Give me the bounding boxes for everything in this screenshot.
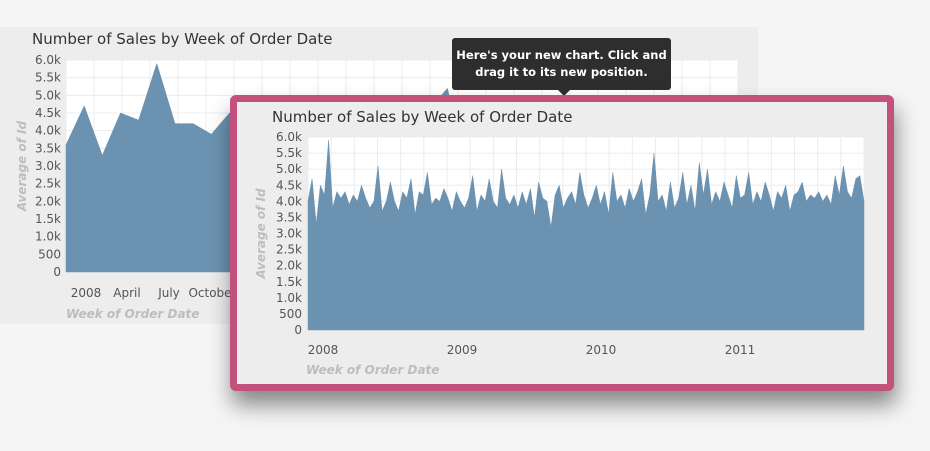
x-tick-label: 2011	[725, 343, 756, 357]
tooltip-line-1: Here's your new chart. Click and	[456, 48, 667, 62]
tooltip-arrow	[558, 90, 570, 96]
y-tick-label: 5.0k	[35, 88, 61, 102]
y-tick-label: 2.0k	[35, 194, 61, 208]
y-tick-label: 500	[279, 307, 302, 321]
new-chart-plot: 6.0k 5.5k 5.0k 4.5k 4.0k 3.5k 3.0k 2.5k 2.0k 1.5k…	[254, 130, 865, 377]
area-series	[307, 140, 865, 331]
x-tick-label: April	[113, 286, 140, 300]
x-tick-label: 2010	[586, 343, 617, 357]
y-tick-label: 3.0k	[35, 159, 61, 173]
tooltip: Here's your new chart. Click and drag it…	[452, 38, 671, 90]
y-tick-label: 4.0k	[276, 194, 302, 208]
x-axis-title: Week of Order Date	[306, 363, 439, 377]
y-tick-label: 5.0k	[276, 162, 302, 176]
x-axis-title: Week of Order Date	[66, 307, 199, 321]
x-tick-label: July	[157, 286, 180, 300]
y-tick-label: 5.5k	[276, 146, 302, 160]
chart-title: Number of Sales by Week of Order Date	[272, 108, 573, 126]
new-chart-card[interactable]: Number of Sales by Week of Order Date 6.…	[230, 95, 894, 391]
x-tick-label: Octobe	[188, 286, 231, 300]
x-tick-label: 2008	[308, 343, 339, 357]
y-tick-label: 4.5k	[276, 178, 302, 192]
y-tick-label: 4.0k	[35, 124, 61, 138]
y-tick-label: 2.5k	[276, 243, 302, 257]
y-tick-label: 0	[294, 323, 302, 337]
y-tick-label: 1.5k	[35, 212, 61, 226]
y-tick-label: 3.5k	[276, 210, 302, 224]
y-tick-label: 6.0k	[276, 130, 302, 144]
y-tick-label: 5.5k	[35, 71, 61, 85]
y-tick-label: 2.5k	[35, 177, 61, 191]
y-tick-label: 500	[38, 247, 61, 261]
y-axis-title: Average of Id	[15, 120, 29, 212]
y-tick-label: 1.0k	[35, 230, 61, 244]
y-tick-label: 2.0k	[276, 259, 302, 273]
x-tick-label: 2008	[71, 286, 102, 300]
y-tick-label: 3.5k	[35, 141, 61, 155]
y-tick-label: 6.0k	[35, 53, 61, 67]
y-axis-title: Average of Id	[254, 188, 268, 280]
x-tick-label: 2009	[447, 343, 478, 357]
y-tick-label: 4.5k	[35, 106, 61, 120]
y-tick-label: 1.0k	[276, 291, 302, 305]
y-tick-label: 1.5k	[276, 275, 302, 289]
y-tick-label: 0	[53, 265, 61, 279]
y-tick-label: 3.0k	[276, 227, 302, 241]
tooltip-line-2: drag it to its new position.	[475, 65, 648, 79]
chart-title: Number of Sales by Week of Order Date	[32, 30, 333, 48]
